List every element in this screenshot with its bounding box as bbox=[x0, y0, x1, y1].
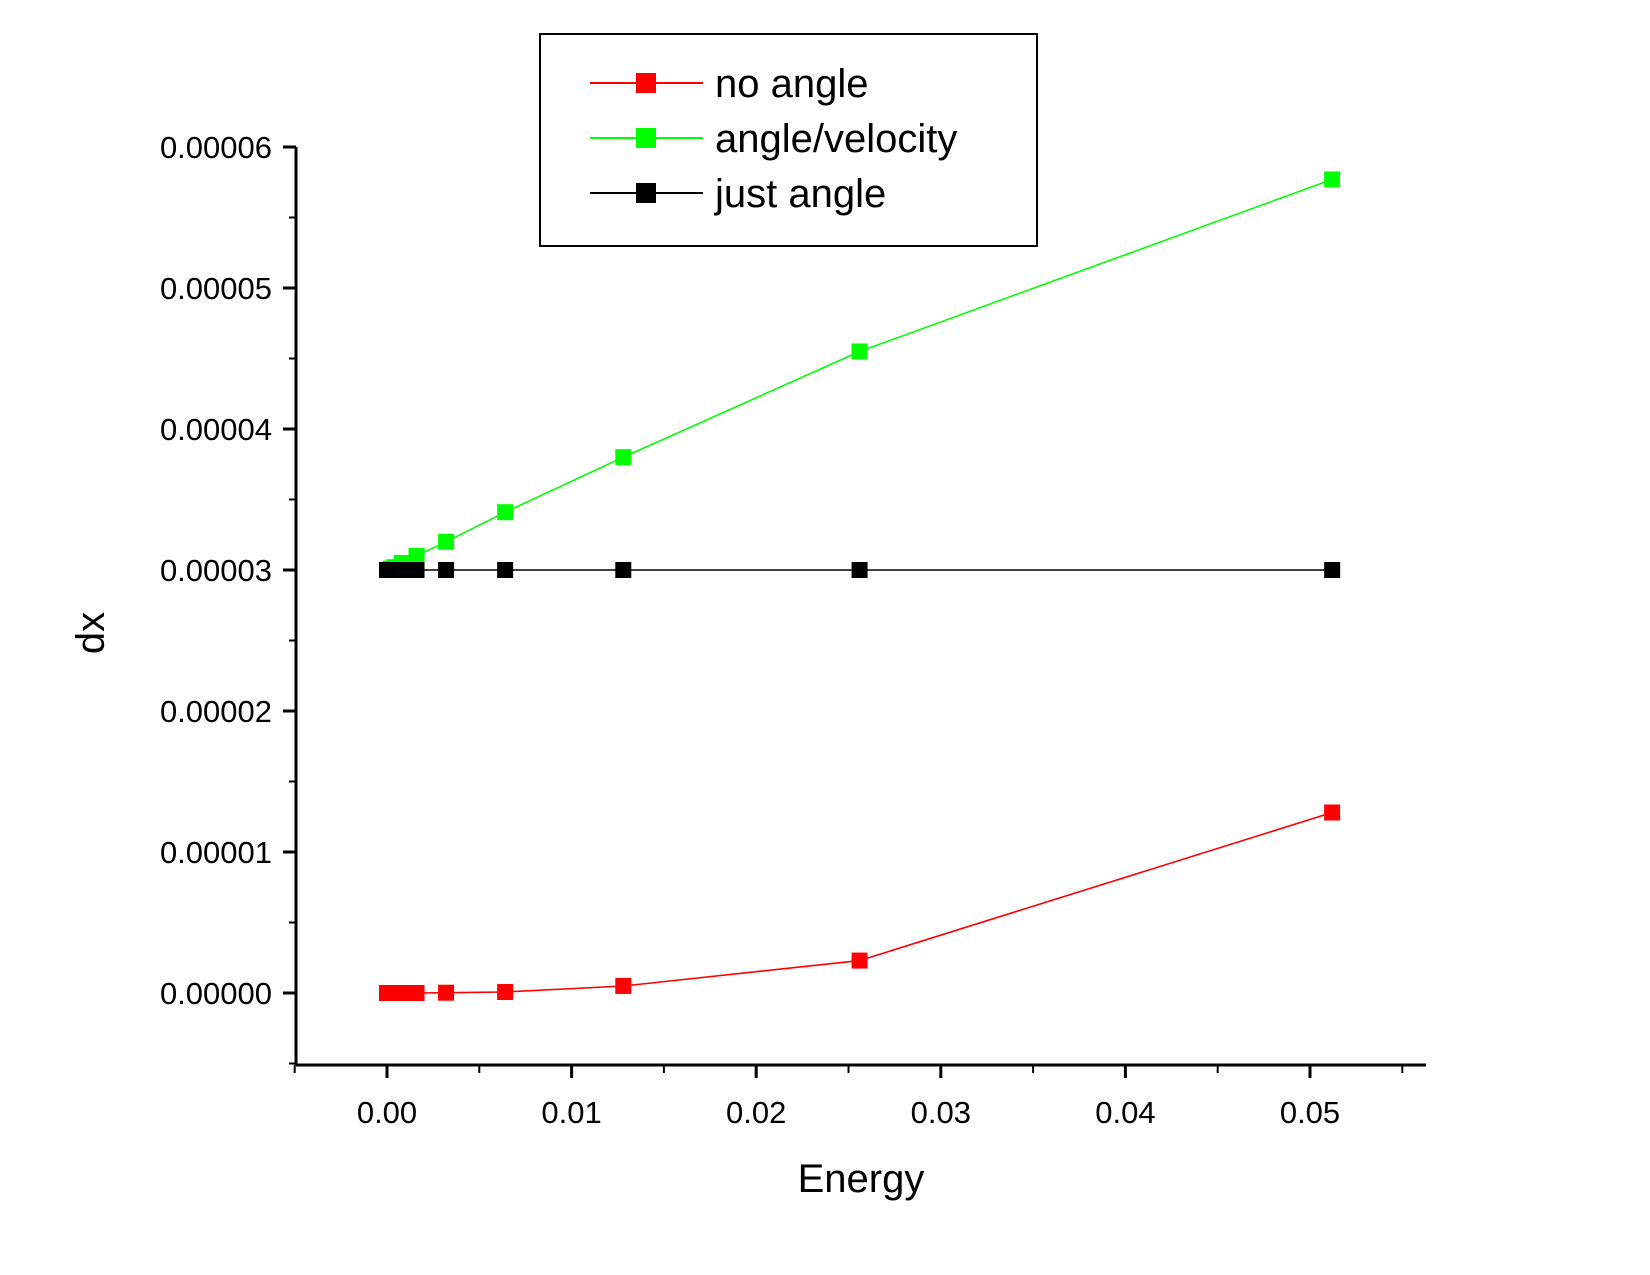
y-tick-label: 0.00003 bbox=[160, 553, 272, 588]
y-axis-title: dx bbox=[69, 612, 113, 654]
y-tick-label: 0.00004 bbox=[160, 412, 272, 447]
legend-label: no angle bbox=[715, 62, 868, 106]
x-tick-label: 0.02 bbox=[726, 1095, 786, 1130]
data-point bbox=[615, 449, 632, 466]
y-tick-label: 0.00001 bbox=[160, 835, 272, 870]
data-point bbox=[497, 562, 514, 578]
data-point bbox=[438, 984, 455, 1001]
x-axis-title: Energy bbox=[798, 1157, 925, 1201]
x-tick-label: 0.05 bbox=[1280, 1095, 1340, 1130]
data-point bbox=[497, 504, 514, 521]
axes: 0.000000.000010.000020.000030.000040.000… bbox=[160, 130, 1426, 1130]
legend-box bbox=[539, 33, 1038, 247]
data-point bbox=[851, 343, 868, 360]
data-point bbox=[438, 533, 455, 550]
x-tick-label: 0.01 bbox=[541, 1095, 601, 1130]
data-point bbox=[393, 562, 410, 578]
legend-label: angle/velocity bbox=[715, 117, 957, 161]
data-point bbox=[851, 562, 868, 578]
x-tick-label: 0.03 bbox=[911, 1095, 971, 1130]
data-point bbox=[408, 985, 425, 1001]
y-tick-label: 0.00000 bbox=[160, 976, 272, 1011]
data-point bbox=[408, 562, 425, 578]
x-tick-label: 0.00 bbox=[357, 1095, 417, 1130]
data-point bbox=[408, 547, 425, 564]
data-point bbox=[615, 977, 632, 994]
data-point bbox=[1324, 171, 1341, 188]
legend-label: just angle bbox=[714, 172, 886, 216]
legend-marker bbox=[636, 183, 656, 203]
y-tick-label: 0.00005 bbox=[160, 271, 272, 306]
legend-marker bbox=[636, 128, 656, 148]
series-lines bbox=[386, 178, 1333, 994]
data-point bbox=[393, 985, 410, 1001]
data-point bbox=[615, 562, 632, 578]
data-point bbox=[1324, 562, 1341, 578]
data-point bbox=[1324, 804, 1341, 821]
series-markers bbox=[379, 171, 1341, 1001]
data-point bbox=[851, 952, 868, 969]
y-tick-label: 0.00006 bbox=[160, 130, 272, 165]
data-point bbox=[497, 984, 514, 1001]
legend: no angle angle/velocity just angle bbox=[539, 33, 1038, 247]
y-tick-label: 0.00002 bbox=[160, 694, 272, 729]
x-tick-label: 0.04 bbox=[1095, 1095, 1155, 1130]
data-point bbox=[438, 562, 455, 578]
legend-marker bbox=[636, 73, 656, 93]
